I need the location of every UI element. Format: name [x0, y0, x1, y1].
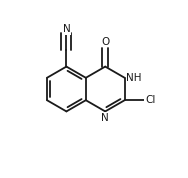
Text: NH: NH	[126, 73, 142, 83]
Text: O: O	[101, 37, 109, 47]
Text: N: N	[101, 113, 109, 123]
Text: Cl: Cl	[145, 95, 155, 105]
Text: N: N	[63, 24, 70, 34]
